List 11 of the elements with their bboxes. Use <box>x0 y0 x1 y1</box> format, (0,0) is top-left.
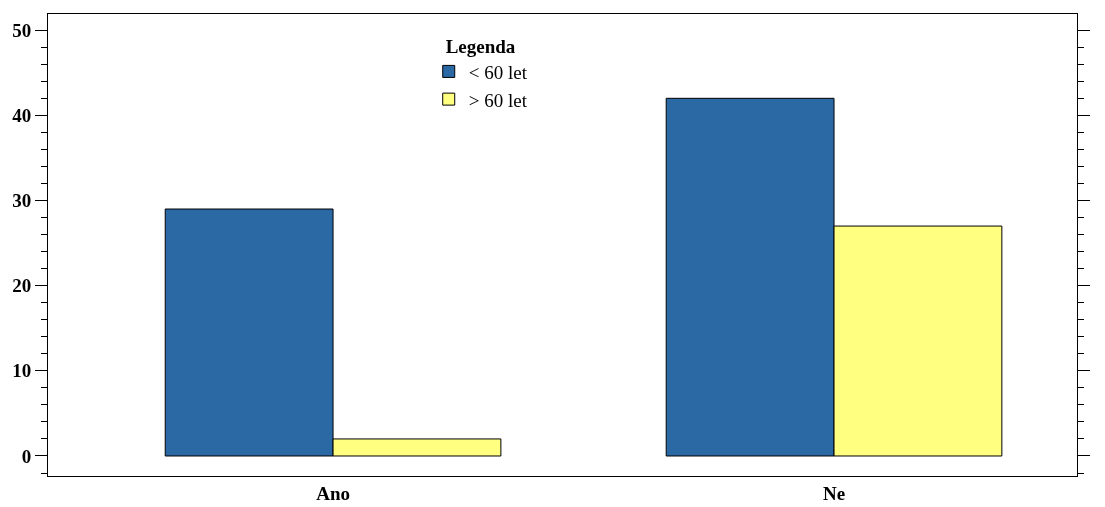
y-tick-label: 20 <box>12 275 32 297</box>
y-tick-label: 50 <box>12 19 32 41</box>
legend-title: Legenda <box>445 35 516 57</box>
y-tick-label: 10 <box>12 360 32 382</box>
x-tick-label: Ano <box>316 482 350 504</box>
y-tick-label: 40 <box>12 104 32 126</box>
x-tick-label: Ne <box>822 482 846 504</box>
legend-label: < 60 let <box>468 61 528 83</box>
legend-label: > 60 let <box>468 89 528 111</box>
y-tick-label: 0 <box>21 445 32 467</box>
y-tick-label: 30 <box>12 190 32 212</box>
